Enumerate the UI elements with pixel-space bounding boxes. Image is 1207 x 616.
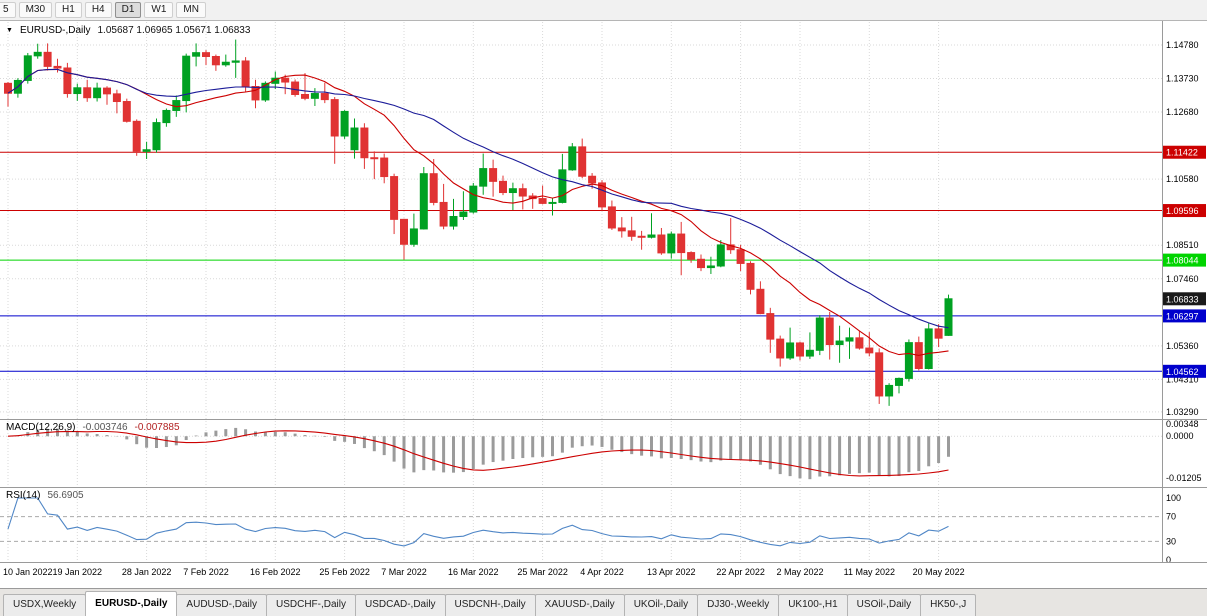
date-label: 11 May 2022 <box>844 567 895 577</box>
rsi-line <box>7 497 949 547</box>
tab-dj30-weekly[interactable]: DJ30-,Weekly <box>697 594 780 616</box>
timeframe-button-mn[interactable]: MN <box>176 2 206 18</box>
date-label: 16 Feb 2022 <box>250 567 301 577</box>
rsi-axis-label: 70 <box>1166 512 1176 522</box>
tab-xauusd-daily[interactable]: XAUUSD-,Daily <box>534 594 625 616</box>
tab-ukoil-daily[interactable]: UKOil-,Daily <box>623 594 699 616</box>
date-label: 4 Apr 2022 <box>580 567 624 577</box>
price-axis-label: 1.05360 <box>1166 341 1199 351</box>
price-axis-label: 1.13730 <box>1166 74 1199 84</box>
price-chart[interactable]: 1.14780 1.13730 1.12680 1.10580 1.08510 1.074… <box>0 21 1207 588</box>
tab-usdchf-daily[interactable]: USDCHF-,Daily <box>265 594 356 616</box>
price-axis-label: 1.04310 <box>1166 374 1199 384</box>
grid <box>0 22 1162 562</box>
date-label: 7 Feb 2022 <box>183 567 229 577</box>
price-axis[interactable]: 1.14780 1.13730 1.12680 1.10580 1.08510 1.074… <box>1163 40 1206 565</box>
indicators <box>0 68 1162 547</box>
date-label: 25 Mar 2022 <box>517 567 568 577</box>
macd-axis-label: -0.01205 <box>1166 473 1202 483</box>
timeframe-button-w1[interactable]: W1 <box>144 2 174 18</box>
price-lines[interactable] <box>0 151 1162 372</box>
macd-axis-label: 0.00348 <box>1166 419 1199 429</box>
axis-price-badge: 1.11422 <box>1163 145 1206 159</box>
axis-price-badge: 1.06297 <box>1163 309 1206 323</box>
tab-audusd-daily[interactable]: AUDUSD-,Daily <box>176 594 267 616</box>
date-label: 13 Apr 2022 <box>647 567 696 577</box>
macd-signal-line <box>7 430 949 477</box>
svg-text:1.08044: 1.08044 <box>1166 256 1199 266</box>
price-axis-label: 1.12680 <box>1166 107 1199 117</box>
rsi-axis-label: 100 <box>1166 493 1181 503</box>
svg-text:1.09596: 1.09596 <box>1166 206 1199 216</box>
tab-eurusd-daily[interactable]: EURUSD-,Daily <box>85 591 178 616</box>
fast-ma-line <box>7 68 949 356</box>
price-axis-label: 1.14780 <box>1166 40 1199 50</box>
time-axis[interactable]: 10 Jan 2022 19 Jan 2022 28 Jan 2022 7 Feb 2… <box>3 567 965 577</box>
chart-window: 1.14780 1.13730 1.12680 1.10580 1.08510 1.074… <box>0 21 1207 588</box>
axis-price-badge: 1.09596 <box>1163 204 1206 218</box>
price-axis-label: 1.03290 <box>1166 407 1199 417</box>
date-label: 19 Jan 2022 <box>53 567 103 577</box>
price-axis-label: 1.08510 <box>1166 240 1199 250</box>
timeframe-button-h4[interactable]: H4 <box>84 2 112 18</box>
svg-text:1.06833: 1.06833 <box>1166 294 1199 304</box>
rsi-axis-label: 30 <box>1166 536 1176 546</box>
tab-usdcad-daily[interactable]: USDCAD-,Daily <box>354 594 446 616</box>
slow-ma-line <box>7 68 949 329</box>
macd-axis-label: 0.0000 <box>1166 431 1194 441</box>
date-label: 25 Feb 2022 <box>319 567 370 577</box>
axis-price-badge: 1.08044 <box>1163 253 1206 267</box>
tab-uk100-h1[interactable]: UK100-,H1 <box>778 594 848 616</box>
date-label: 16 Mar 2022 <box>448 567 499 577</box>
axis-price-badge: 1.04562 <box>1163 364 1206 378</box>
timeframe-button-5[interactable]: 5 <box>0 2 16 18</box>
tab-usdx-weekly[interactable]: USDX,Weekly <box>3 594 87 616</box>
chart-background[interactable] <box>0 21 1207 588</box>
candles <box>4 39 953 406</box>
price-axis-label: 1.10580 <box>1166 174 1199 184</box>
tab-usoil-daily[interactable]: USOil-,Daily <box>846 594 922 616</box>
date-label: 7 Mar 2022 <box>381 567 427 577</box>
tab-hk50-j[interactable]: HK50-,J <box>920 594 977 616</box>
date-label: 22 Apr 2022 <box>716 567 765 577</box>
date-label: 20 May 2022 <box>913 567 965 577</box>
svg-text:1.06297: 1.06297 <box>1166 311 1199 321</box>
timeframe-button-d1[interactable]: D1 <box>114 2 142 18</box>
tab-usdcnh-daily[interactable]: USDCNH-,Daily <box>444 594 536 616</box>
timeframe-button-h1[interactable]: H1 <box>55 2 82 18</box>
axis-price-badge: 1.06833 <box>1163 292 1206 306</box>
timeframe-toolbar: 5 M30 H1 H4 D1 W1 MN <box>0 0 1207 21</box>
date-label: 28 Jan 2022 <box>122 567 172 577</box>
timeframe-button-m30[interactable]: M30 <box>18 2 53 18</box>
price-axis-label: 1.07460 <box>1166 274 1199 284</box>
svg-text:1.11422: 1.11422 <box>1166 148 1198 158</box>
rsi-axis-label: 0 <box>1166 555 1171 565</box>
date-label: 10 Jan 2022 <box>3 567 53 577</box>
date-label: 2 May 2022 <box>776 567 823 577</box>
chart-tabs: USDX,Weekly EURUSD-,Daily AUDUSD-,Daily USD… <box>0 588 1207 616</box>
svg-text:1.04562: 1.04562 <box>1166 367 1199 377</box>
